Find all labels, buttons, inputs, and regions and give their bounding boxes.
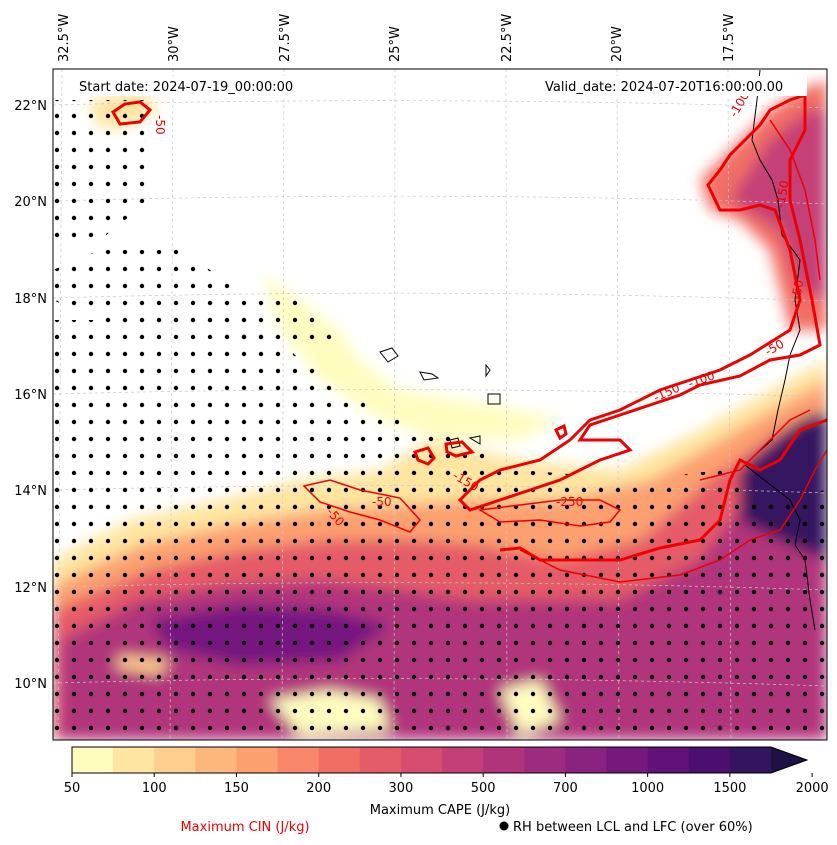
start-date-box xyxy=(74,76,310,96)
colorbar-tick-label: 2000 xyxy=(796,781,829,796)
colorbar-tick-label: 1500 xyxy=(713,781,746,796)
contour-label: -150 xyxy=(773,179,792,208)
colorbar-outline xyxy=(71,746,809,774)
contour-label: -250 xyxy=(556,495,583,509)
lat-labels: 22°N 20°N 18°N 16°N 14°N 12°N 10°N xyxy=(14,99,47,692)
start-date-label: Start date: 2024-07-19_00:00:00 xyxy=(79,80,293,95)
colorbar-tick-label: 700 xyxy=(553,781,578,796)
valid-date-label: Valid_date: 2024-07-20T16:00:00.00 xyxy=(545,80,783,95)
colorbar-tick-label: 300 xyxy=(389,781,414,796)
lat-label: 22°N xyxy=(14,99,47,114)
colorbar-swatch xyxy=(442,747,484,773)
map-border xyxy=(52,68,828,741)
coastline xyxy=(379,69,816,631)
colorbar-swatch xyxy=(565,747,608,773)
rh-legend-dot-icon xyxy=(499,821,509,831)
colorbar-swatch xyxy=(359,747,402,773)
colorbar-tick-label: 100 xyxy=(142,781,167,796)
lat-label: 10°N xyxy=(14,677,47,692)
colorbar-tick-label: 200 xyxy=(306,781,331,796)
lon-label: 30°W xyxy=(167,26,182,62)
colorbar-label: Maximum CAPE (J/kg) xyxy=(370,803,510,818)
lat-label: 20°N xyxy=(14,195,47,210)
lon-label: 25°W xyxy=(388,26,403,62)
contour-label: -50 xyxy=(789,279,806,301)
contour-label: -50 xyxy=(153,115,167,135)
colorbar-swatch xyxy=(729,747,772,773)
colorbar-swatch xyxy=(113,747,155,773)
lon-label: 20°W xyxy=(610,26,625,62)
lon-label: 27.5°W xyxy=(278,14,293,62)
colorbar-swatch xyxy=(688,747,731,773)
colorbar-swatch xyxy=(318,747,361,773)
lon-label: 22.5°W xyxy=(500,14,515,62)
lon-label: 32.5°W xyxy=(57,14,72,62)
contour-label: -50 xyxy=(372,495,392,509)
colorbar-swatch xyxy=(277,747,320,773)
colorbar-swatch xyxy=(195,747,237,773)
rh-stippling xyxy=(53,100,827,740)
valid-date-box xyxy=(540,76,807,96)
map-panel: -50 -50 -50 -50 -100 -100 -150 -150 -250… xyxy=(53,69,827,740)
colorbar-swatch xyxy=(771,747,807,773)
colorbar-tick-label: 1000 xyxy=(631,781,664,796)
colorbar-ticks: 50 100 150 200 300 500 700 1000 1500 2000 xyxy=(64,773,829,796)
cin-legend-label: Maximum CIN (J/kg) xyxy=(180,820,309,835)
colorbar-tick-label: 50 xyxy=(64,781,81,796)
colorbar-swatch xyxy=(483,747,525,773)
colorbar-swatch xyxy=(154,747,196,773)
colorbar-swatch xyxy=(72,747,114,773)
cape-colorbar xyxy=(71,746,809,774)
cin-contours xyxy=(110,92,827,583)
colorbar-swatch xyxy=(400,747,443,773)
lat-label: 12°N xyxy=(14,581,47,596)
colorbar-swatch xyxy=(236,747,279,773)
colorbar-tick-label: 500 xyxy=(471,781,496,796)
colorbar-swatch xyxy=(606,747,649,773)
colorbar-swatch xyxy=(647,747,690,773)
lon-label: 17.5°W xyxy=(722,14,737,62)
colorbar-swatch xyxy=(524,747,566,773)
rh-legend-label: RH between LCL and LFC (over 60%) xyxy=(513,820,753,835)
colorbar-tick-label: 150 xyxy=(224,781,249,796)
lat-label: 18°N xyxy=(14,292,47,307)
lat-label: 16°N xyxy=(14,388,47,403)
lon-labels: 32.5°W 30°W 27.5°W 25°W 22.5°W 20°W 17.5… xyxy=(57,14,737,62)
lat-label: 14°N xyxy=(14,484,47,499)
